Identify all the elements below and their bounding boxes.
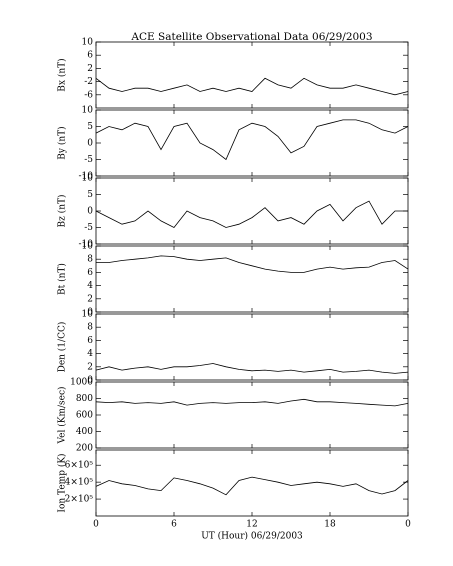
y-tick-label: 4 [87, 349, 93, 359]
x-tick-label: 18 [324, 520, 336, 530]
y-tick-label: 6 [87, 336, 93, 346]
y-tick-label: -10 [79, 240, 94, 250]
x-tick-label: 0 [405, 520, 411, 530]
y-tick-label: 2 [87, 294, 93, 304]
y-tick-label: 5 [87, 122, 93, 132]
y-tick-label: 0 [87, 376, 93, 386]
data-line [95, 77, 409, 96]
panel-frame [95, 109, 409, 177]
data-line [95, 200, 408, 229]
y-axis-label: Vel (Km/sec) [57, 386, 68, 444]
data-line [95, 119, 409, 161]
y-axis-label: Bz (nT) [57, 194, 68, 227]
y-axis-label: By (nT) [57, 126, 68, 159]
data-line [95, 363, 409, 374]
data-line [96, 255, 409, 273]
y-tick-label: 4×10⁵ [65, 478, 94, 488]
panel-frame [95, 245, 409, 313]
x-tick-label: 6 [171, 520, 177, 530]
y-axis-label: Ion Temp (K) [57, 453, 68, 512]
x-tick-label: 0 [93, 520, 99, 530]
y-tick-label: 0 [87, 207, 93, 217]
y-tick-label: 6 [87, 268, 93, 278]
y-tick-label: 0 [87, 139, 93, 149]
y-tick-label: 10 [82, 174, 94, 184]
panel-frame [95, 313, 409, 381]
y-tick-label: 8 [87, 323, 93, 333]
y-tick-label: 1000 [70, 378, 93, 388]
y-tick-label: 8 [87, 255, 93, 265]
panel-frame [95, 449, 409, 517]
data-line [95, 476, 409, 496]
y-tick-label: 2×10⁵ [65, 495, 94, 505]
y-axis-label: Den (1/CC) [57, 322, 68, 373]
panel-frame [95, 381, 409, 449]
y-tick-label: -5 [84, 223, 93, 233]
panel-frame [95, 177, 409, 245]
y-tick-label: -2 [84, 77, 93, 87]
data-line [95, 398, 409, 407]
chart-title: ACE Satellite Observational Data 06/29/2… [130, 31, 372, 43]
y-tick-label: 0 [87, 308, 93, 318]
y-tick-label: 10 [82, 310, 94, 320]
y-tick-label: 10 [82, 38, 94, 48]
y-tick-label: 800 [76, 394, 93, 404]
y-tick-label: 6 [87, 51, 93, 61]
y-axis-label: Bt (nT) [57, 263, 68, 295]
y-tick-label: 2 [87, 362, 93, 372]
y-tick-label: 200 [76, 444, 93, 454]
panel-frame [95, 41, 409, 109]
y-tick-label: 5 [87, 190, 93, 200]
y-tick-label: 10 [82, 106, 94, 116]
y-tick-label: 10 [82, 242, 94, 252]
y-tick-label: 400 [76, 427, 93, 437]
y-tick-label: 2 [87, 64, 93, 74]
y-axis-label: Bx (nT) [57, 58, 68, 91]
y-tick-label: -6 [84, 90, 93, 100]
y-tick-label: -10 [79, 172, 94, 182]
y-tick-label: -5 [84, 155, 93, 165]
x-axis-label: UT (Hour) 06/29/2003 [201, 531, 303, 542]
y-tick-label: 4 [87, 281, 93, 291]
y-tick-label: 6×10⁵ [65, 461, 94, 471]
y-tick-label: 600 [76, 411, 93, 421]
x-tick-label: 12 [246, 520, 257, 530]
